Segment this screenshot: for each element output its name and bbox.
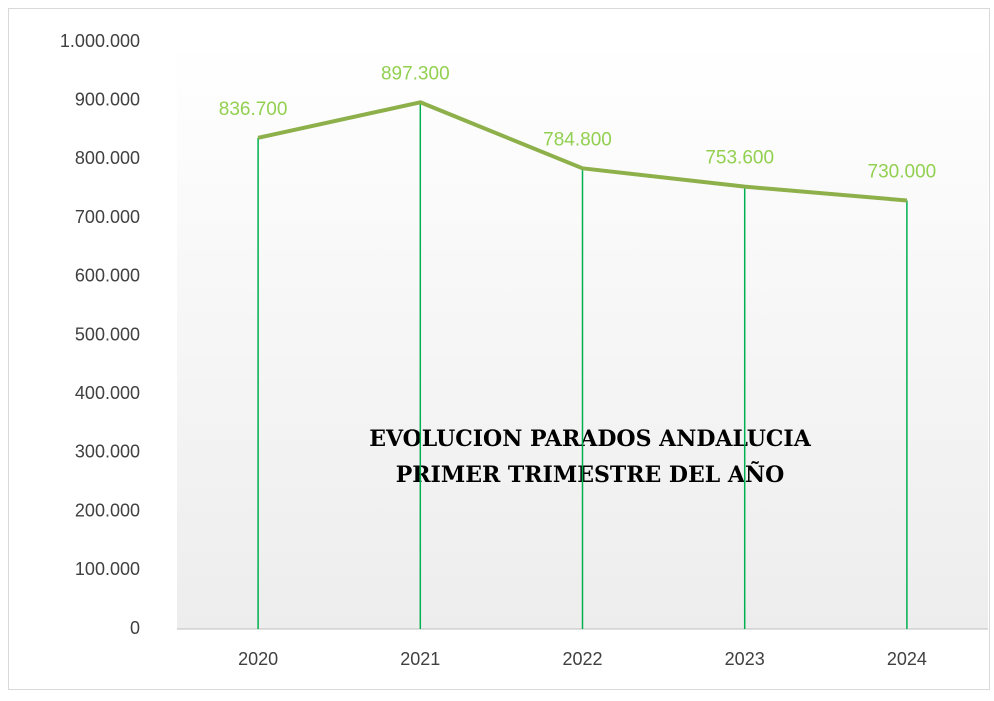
y-tick-label: 0 [130, 618, 140, 638]
data-label: 836.700 [219, 99, 288, 120]
data-label: 730.000 [868, 162, 937, 183]
chart-title: EVOLUCION PARADOS ANDALUCIA [369, 426, 812, 452]
y-tick-label: 1.000.000 [60, 31, 140, 51]
y-tick-label: 500.000 [75, 324, 140, 344]
data-label: 753.600 [705, 148, 774, 169]
y-tick-label: 400.000 [75, 383, 140, 403]
y-tick-label: 600.000 [75, 266, 140, 286]
y-tick-label: 100.000 [75, 559, 140, 579]
data-line [257, 100, 908, 203]
chart-title: PRIMER TRIMESTRE DEL AÑO [396, 461, 785, 488]
x-tick-label: 2024 [887, 649, 927, 669]
y-tick-label: 700.000 [75, 207, 140, 227]
y-tick-label: 800.000 [75, 148, 140, 168]
x-tick-label: 2021 [400, 649, 440, 669]
data-label: 784.800 [543, 129, 612, 150]
x-tick-label: 2022 [562, 649, 602, 669]
y-tick-label: 200.000 [75, 500, 140, 520]
x-tick-label: 2023 [725, 649, 765, 669]
data-label: 897.300 [381, 63, 450, 84]
x-tick-label: 2020 [238, 649, 278, 669]
y-tick-label: 300.000 [75, 442, 140, 462]
y-tick-label: 900.000 [75, 89, 140, 109]
